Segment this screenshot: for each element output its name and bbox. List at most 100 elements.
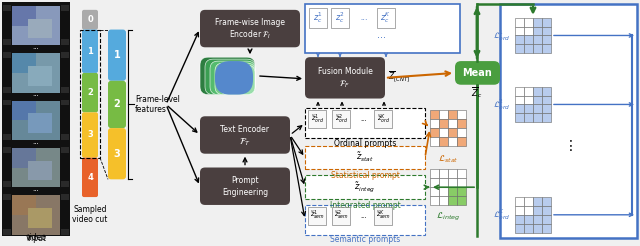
Bar (524, 215, 533, 224)
Text: 4: 4 (87, 173, 93, 182)
Bar (61, 229, 69, 234)
Text: Sampled
video cut: Sampled video cut (72, 205, 108, 224)
Bar (533, 44, 542, 53)
Text: ...: ... (361, 102, 369, 111)
Text: ···: ··· (33, 46, 40, 52)
FancyBboxPatch shape (215, 61, 253, 95)
Text: $\mathcal{L}_{stat}$: $\mathcal{L}_{stat}$ (438, 154, 458, 165)
FancyBboxPatch shape (82, 158, 98, 197)
Text: ···: ··· (33, 141, 40, 147)
Text: ···: ··· (33, 188, 40, 194)
Text: ...: ... (378, 31, 387, 41)
Bar (533, 113, 542, 122)
Bar (332, 110, 350, 128)
Text: $\overline{Z}_{[CNT]}$: $\overline{Z}_{[CNT]}$ (388, 70, 410, 85)
Bar (457, 128, 466, 137)
Bar (61, 181, 69, 187)
Bar (515, 87, 524, 96)
FancyBboxPatch shape (200, 10, 300, 47)
Bar (524, 87, 533, 96)
Bar (12, 101, 36, 120)
Bar (448, 110, 457, 119)
Text: $\tilde{z}_{stat}$: $\tilde{z}_{stat}$ (356, 151, 374, 164)
Bar (3, 194, 11, 200)
Bar (12, 148, 36, 168)
Text: Engineering: Engineering (222, 188, 268, 197)
Bar (439, 169, 448, 178)
Bar (374, 110, 392, 128)
Bar (515, 215, 524, 224)
Bar (61, 147, 69, 153)
Bar (3, 229, 11, 234)
Bar (439, 187, 448, 196)
FancyBboxPatch shape (82, 10, 98, 30)
Text: 3: 3 (87, 130, 93, 139)
Bar (457, 187, 466, 196)
Bar (28, 66, 52, 86)
Text: Statistical prompt: Statistical prompt (331, 171, 399, 181)
Bar (524, 96, 533, 105)
Bar (457, 169, 466, 178)
Text: 0: 0 (87, 15, 93, 24)
Bar (439, 178, 448, 187)
Bar (61, 100, 69, 106)
Bar (309, 8, 327, 28)
Text: Mean: Mean (462, 68, 492, 78)
Text: $\mathcal{L}_{integ}$: $\mathcal{L}_{integ}$ (436, 211, 460, 223)
Bar (533, 18, 542, 27)
Bar (80, 30, 100, 158)
Bar (305, 4, 460, 53)
Text: ···: ··· (33, 93, 40, 100)
Bar (457, 110, 466, 119)
Text: 1: 1 (87, 47, 93, 56)
Bar (12, 6, 60, 45)
Text: Frame-level
features: Frame-level features (135, 95, 180, 114)
Bar (524, 224, 533, 232)
Bar (28, 113, 52, 133)
Bar (542, 224, 551, 232)
Text: Fusion Module: Fusion Module (317, 67, 372, 77)
Text: 1: 1 (114, 50, 120, 60)
Bar (448, 128, 457, 137)
Text: 2: 2 (114, 99, 120, 109)
Text: $\mathcal{L}_{ord}^1$: $\mathcal{L}_{ord}^1$ (493, 28, 511, 43)
FancyBboxPatch shape (455, 61, 500, 85)
Bar (542, 27, 551, 35)
Bar (542, 44, 551, 53)
Bar (305, 108, 425, 138)
FancyBboxPatch shape (82, 73, 98, 112)
Text: Encoder $\mathcal{F}_I$: Encoder $\mathcal{F}_I$ (229, 28, 271, 41)
Text: $\mathcal{L}_{ord}^2$: $\mathcal{L}_{ord}^2$ (493, 97, 511, 112)
Bar (61, 52, 69, 58)
Text: $\overline{Z}_c$: $\overline{Z}_c$ (472, 85, 483, 100)
Bar (515, 35, 524, 44)
Text: Frame-wise Image: Frame-wise Image (215, 18, 285, 27)
Bar (457, 178, 466, 187)
Bar (3, 100, 11, 106)
Bar (533, 96, 542, 105)
Bar (331, 8, 349, 28)
Bar (524, 197, 533, 206)
Bar (542, 35, 551, 44)
Bar (448, 187, 457, 196)
Bar (524, 35, 533, 44)
Bar (439, 110, 448, 119)
Bar (439, 128, 448, 137)
Text: $z_c^K$: $z_c^K$ (380, 10, 392, 25)
Text: $\tilde{z}_{ord}^1$: $\tilde{z}_{ord}^1$ (312, 113, 324, 126)
Bar (3, 39, 11, 45)
Bar (524, 44, 533, 53)
Text: Semantic prompts: Semantic prompts (330, 235, 400, 245)
Bar (515, 113, 524, 122)
Bar (61, 5, 69, 11)
Bar (515, 206, 524, 215)
FancyBboxPatch shape (305, 57, 385, 99)
Bar (542, 206, 551, 215)
Text: $\tilde{z}_{sem}^K$: $\tilde{z}_{sem}^K$ (376, 209, 392, 222)
Bar (12, 148, 60, 187)
Bar (61, 39, 69, 45)
Bar (308, 110, 326, 128)
Bar (374, 207, 392, 225)
Bar (515, 224, 524, 232)
Text: Integrated prompt: Integrated prompt (330, 201, 401, 210)
